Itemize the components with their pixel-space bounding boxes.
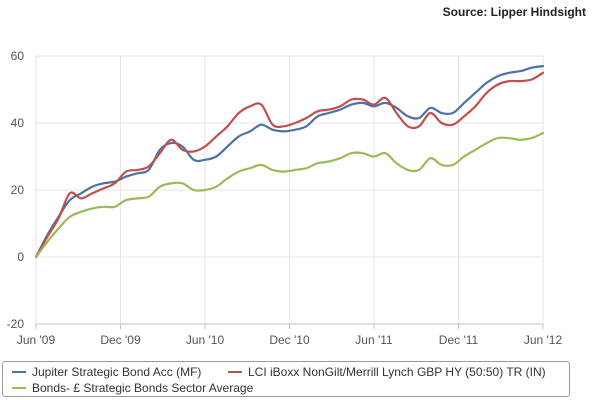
x-tick-label: Jun '12	[524, 333, 563, 347]
y-tick-label: 20	[11, 183, 25, 197]
series-line-sector-average[interactable]	[34, 131, 545, 259]
legend-label-lci: LCI iBoxx NonGilt/Merrill Lynch GBP HY (…	[248, 365, 546, 379]
x-tick-label: Jun '10	[186, 333, 225, 347]
x-tick-label: Dec '10	[269, 333, 310, 347]
legend-item-jupiter[interactable]: Jupiter Strategic Bond Acc (MF)	[12, 365, 201, 380]
plot-area: Jun '09 Dec '09 Jun '10 Dec '10 Jun '11 Dec '…	[7, 49, 563, 347]
legend-swatch-lci	[228, 370, 242, 373]
y-tick-label: 60	[11, 49, 25, 63]
legend-swatch-jupiter	[12, 370, 26, 373]
x-tick-label: Dec '11	[439, 333, 479, 347]
y-tick-label: 40	[11, 116, 25, 130]
legend-item-sector-average[interactable]: Bonds- £ Strategic Bonds Sector Average	[12, 381, 253, 396]
x-tick-label: Dec '09	[100, 333, 141, 347]
x-tick-label: Jun '09	[17, 333, 56, 347]
series-lines	[34, 65, 545, 259]
x-tick-label: Jun '11	[355, 333, 393, 347]
series-line-jupiter[interactable]	[34, 65, 545, 259]
legend-item-lci[interactable]: LCI iBoxx NonGilt/Merrill Lynch GBP HY (…	[228, 365, 546, 380]
series-line-lci[interactable]	[34, 71, 545, 259]
legend: Jupiter Strategic Bond Acc (MF) LCI iBox…	[2, 361, 570, 397]
y-tick-label: -20	[7, 317, 25, 331]
legend-swatch-sector-average	[12, 386, 26, 389]
grid	[35, 55, 544, 325]
legend-label-sector-average: Bonds- £ Strategic Bonds Sector Average	[32, 381, 254, 395]
source-note: Source: Lipper Hindsight	[442, 5, 586, 19]
y-tick-label: 0	[17, 250, 24, 264]
axes: Jun '09 Dec '09 Jun '10 Dec '10 Jun '11 Dec '…	[7, 49, 563, 347]
legend-label-jupiter: Jupiter Strategic Bond Acc (MF)	[32, 365, 202, 379]
